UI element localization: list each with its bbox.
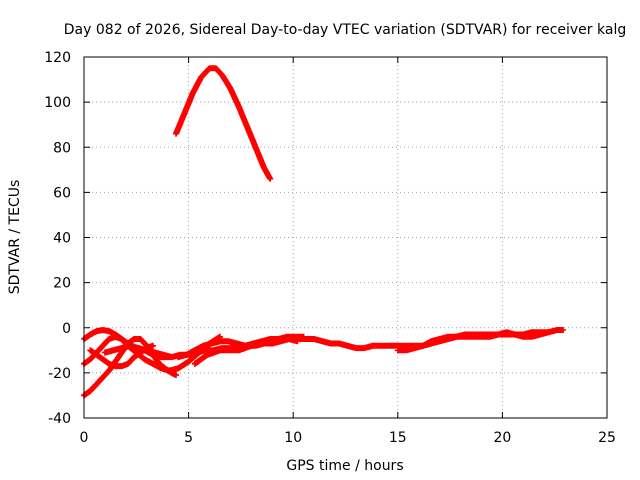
x-tick-label: 25 bbox=[598, 430, 616, 446]
y-tick-label: 60 bbox=[53, 185, 71, 201]
y-tick-labels: -40 -20 0 20 40 60 80 100 120 bbox=[44, 50, 71, 427]
x-tick-label: 5 bbox=[184, 430, 193, 446]
series-arc-g bbox=[191, 336, 301, 367]
series-arc-high bbox=[173, 65, 274, 182]
y-tick-label: 120 bbox=[44, 50, 71, 66]
x-tick-label: 0 bbox=[80, 430, 89, 446]
grid bbox=[84, 57, 607, 418]
y-tick-label: -40 bbox=[48, 411, 71, 427]
y-tick-label: 40 bbox=[53, 231, 71, 247]
series-arc-h bbox=[394, 329, 552, 354]
data-points bbox=[81, 65, 567, 399]
y-tick-label: 0 bbox=[62, 321, 71, 337]
y-axis-label: SDTVAR / TECUs bbox=[7, 180, 23, 295]
chart-title: Day 082 of 2026, Sidereal Day-to-day VTE… bbox=[64, 22, 626, 38]
point-markers bbox=[191, 336, 301, 367]
x-tick-label: 10 bbox=[284, 430, 302, 446]
point-markers bbox=[173, 65, 274, 182]
x-axis-label: GPS time / hours bbox=[286, 458, 403, 474]
x-tick-label: 20 bbox=[493, 430, 511, 446]
y-tick-label: 100 bbox=[44, 95, 71, 111]
x-tick-label: 15 bbox=[389, 430, 407, 446]
tick-marks bbox=[83, 56, 608, 419]
x-tick-labels: 0 5 10 15 20 25 bbox=[80, 430, 616, 446]
y-tick-label: 80 bbox=[53, 140, 71, 156]
y-tick-label: 20 bbox=[53, 276, 71, 292]
y-tick-label: -20 bbox=[48, 366, 71, 382]
point-markers bbox=[394, 329, 552, 354]
